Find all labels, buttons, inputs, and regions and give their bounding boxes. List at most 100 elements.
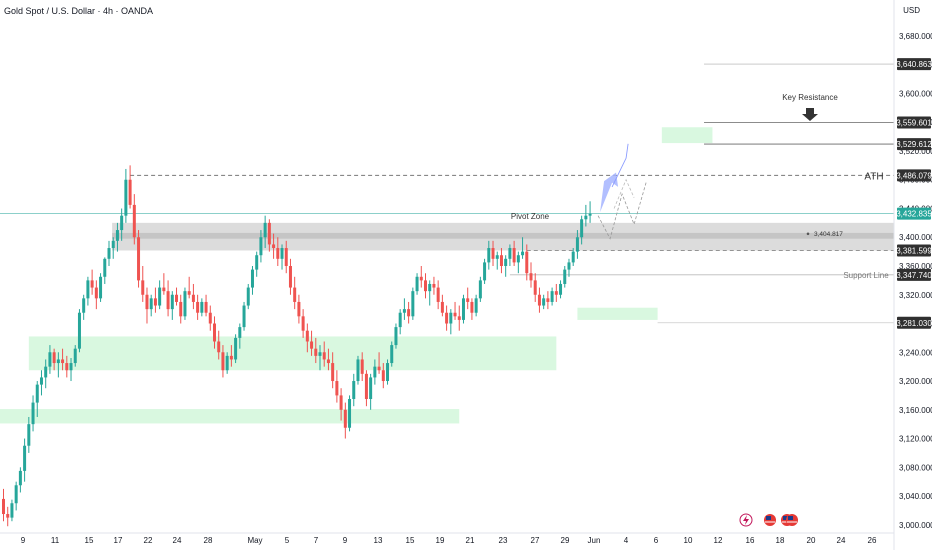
time-tick-label: 26 (868, 536, 877, 545)
candle-body (6, 514, 10, 518)
time-tick-label: 29 (561, 536, 570, 545)
candle-body (69, 363, 73, 371)
price-tick-label: 3,040.000 (899, 492, 932, 501)
candle-body (546, 298, 550, 302)
candle-body (48, 352, 52, 367)
alt-path-line (597, 182, 647, 240)
time-tick-label: 9 (21, 536, 26, 545)
pivot-zone-label: Pivot Zone (511, 212, 550, 221)
candle-body (191, 294, 195, 302)
candle-body (145, 294, 149, 310)
time-tick-label: 4 (624, 536, 629, 545)
candle-body (436, 287, 440, 302)
candle-body (466, 298, 470, 302)
candles-layer (2, 165, 592, 527)
candle-body (35, 384, 39, 403)
time-tick-label: 17 (114, 536, 123, 545)
candle-body (432, 283, 436, 288)
candle-body (474, 298, 478, 313)
candle-body (94, 287, 98, 299)
candle-body (2, 498, 5, 515)
candle-body (550, 291, 554, 302)
candle-body (567, 262, 571, 270)
candle-body (120, 215, 124, 231)
candle-body (521, 251, 525, 256)
time-tick-label: 6 (654, 536, 659, 545)
candle-body (373, 366, 377, 378)
candle-body (39, 377, 43, 385)
candle-body (158, 287, 162, 306)
candle-body (234, 337, 238, 360)
price-tick-label: 3,680.000 (899, 32, 932, 41)
price-tick-label: 3,520.000 (899, 147, 932, 156)
time-tick-label: 9 (343, 536, 348, 545)
candle-body (415, 276, 419, 292)
candle-body (559, 283, 563, 295)
candle-body (588, 213, 592, 216)
candle-body (390, 345, 394, 364)
candle-body (428, 283, 432, 292)
candle-body (352, 381, 356, 399)
pivot-zone (112, 222, 895, 251)
candle-body (398, 312, 402, 328)
candle-body (487, 248, 491, 263)
candle-body (584, 215, 588, 220)
candle-body (377, 366, 381, 371)
price-badge (897, 244, 931, 257)
candle-body (537, 294, 541, 306)
candle-body (107, 248, 111, 259)
candle-body (99, 276, 103, 299)
candle-body (115, 230, 119, 241)
candle-body (162, 287, 166, 292)
time-tick-label: 28 (204, 536, 213, 545)
candle-body (499, 255, 503, 266)
down-arrow-icon (802, 108, 818, 121)
price-badge-label: 3,347.740 (896, 271, 932, 280)
candle-body (272, 244, 276, 249)
price-badge (897, 169, 931, 182)
price-badge (897, 268, 931, 281)
time-tick-label: 19 (436, 536, 445, 545)
candle-body (335, 381, 339, 396)
time-tick-label: May (247, 536, 262, 545)
candle-body (402, 309, 406, 313)
candle-body (141, 280, 145, 295)
candle-body (457, 316, 461, 320)
time-tick-label: 11 (51, 536, 60, 545)
time-tick-label: 7 (314, 536, 319, 545)
time-tick-label: 5 (285, 536, 290, 545)
candle-body (187, 291, 191, 295)
candle-body (263, 222, 267, 238)
candle-body (217, 341, 221, 353)
candle-body (453, 312, 457, 317)
price-badges-layer: 3,640.863 3,559.601 3,529.612 3,486.079 3,43… (896, 58, 932, 329)
candle-body (23, 445, 27, 471)
candle-body (293, 287, 297, 302)
chart-title: Gold Spot / U.S. Dollar · 4h · OANDA (4, 6, 154, 16)
candle-body (343, 409, 347, 428)
candle-body (132, 204, 136, 238)
candle-body (250, 269, 254, 288)
candle-body (386, 363, 390, 382)
demand-zone-mid (28, 336, 557, 371)
candle-body (516, 255, 520, 263)
demand-zone-low (0, 409, 460, 424)
time-tick-label: 13 (374, 536, 383, 545)
candle-body (213, 323, 216, 342)
price-tick-label: 3,320.000 (899, 291, 932, 300)
time-tick-label: 23 (499, 536, 508, 545)
candle-body (348, 399, 352, 428)
currency-label: USD (903, 6, 920, 15)
ath-label: ATH (864, 171, 883, 182)
candle-body (525, 251, 529, 274)
us-flag-canton (788, 516, 793, 520)
time-tick-label: 21 (466, 536, 475, 545)
price-tick-label: 3,200.000 (899, 377, 932, 386)
candle-body (580, 219, 584, 238)
candle-body (478, 280, 482, 299)
candle-body (82, 298, 86, 313)
candle-body (44, 366, 48, 378)
candle-body (364, 373, 368, 399)
candle-body (326, 359, 330, 364)
